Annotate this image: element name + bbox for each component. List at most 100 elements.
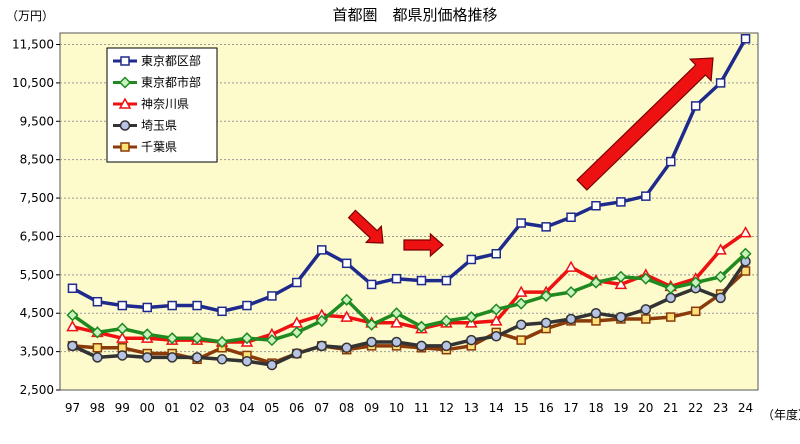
x-tick-label: 17: [563, 401, 578, 415]
x-tick-label: 15: [514, 401, 529, 415]
data-point: [639, 272, 652, 285]
data-point: [390, 307, 403, 320]
data-point: [740, 34, 751, 44]
data-point: [315, 314, 328, 327]
series-line: [72, 231, 747, 344]
right-arrow: [403, 232, 444, 258]
data-point: [689, 276, 702, 289]
data-point: [118, 76, 132, 89]
data-point: [142, 352, 153, 363]
data-point: [491, 248, 501, 259]
data-point: [66, 309, 79, 322]
data-point: [142, 302, 152, 313]
data-point: [340, 293, 353, 306]
up-arrow: [576, 57, 714, 191]
trend-arrows: [347, 57, 714, 258]
data-point: [67, 283, 78, 294]
data-point: [141, 328, 154, 341]
data-point: [240, 332, 254, 345]
data-point: [291, 348, 303, 359]
x-tick-label: 00: [140, 401, 155, 415]
data-point: [616, 197, 626, 207]
x-tick-label: 97: [65, 401, 80, 415]
data-point: [265, 334, 278, 347]
y-tick-label: 5,500: [20, 268, 54, 282]
data-point: [641, 191, 651, 201]
data-point: [119, 120, 131, 131]
data-point: [666, 156, 676, 167]
y-unit-label: （万円）: [6, 9, 54, 23]
data-point: [120, 56, 130, 66]
x-tick-label: 21: [663, 401, 678, 415]
data-point: [191, 352, 203, 363]
series-line: [71, 252, 747, 344]
data-point: [118, 97, 132, 109]
legend-label: 東京都市部: [141, 75, 201, 90]
y-tick-label: 2,500: [20, 383, 54, 397]
data-point: [714, 243, 727, 255]
data-point: [466, 254, 477, 265]
data-point: [541, 222, 551, 232]
data-point: [117, 350, 128, 361]
data-point: [466, 334, 477, 346]
data-point: [341, 258, 352, 269]
x-tick-label: 02: [189, 401, 204, 415]
series-4: [67, 256, 751, 371]
chart-title: 首都圏 都県別価格推移: [332, 6, 497, 24]
data-point: [241, 355, 253, 367]
legend-item: 千葉県: [113, 140, 177, 154]
data-point: [489, 314, 503, 326]
x-tick-label: 99: [115, 401, 130, 415]
x-tick-label: 13: [464, 401, 479, 415]
x-tick-label: 03: [214, 401, 229, 415]
down-arrow: [347, 209, 384, 244]
data-point: [715, 78, 726, 88]
x-tick-label: 14: [489, 401, 504, 415]
data-point: [589, 276, 603, 289]
data-point: [591, 200, 601, 211]
data-point: [340, 310, 353, 322]
data-point: [290, 326, 303, 339]
data-point: [91, 326, 104, 339]
data-point: [366, 279, 377, 290]
data-point: [217, 306, 227, 317]
data-point: [166, 332, 179, 345]
data-point: [215, 335, 229, 349]
data-point: [615, 311, 627, 323]
x-tick-label: 06: [289, 401, 304, 415]
x-tick-label: 24: [738, 401, 753, 415]
x-tick-label: 05: [264, 401, 279, 415]
data-point: [416, 340, 427, 352]
data-point: [640, 304, 652, 315]
data-point: [590, 307, 602, 319]
data-point: [516, 218, 526, 228]
data-point: [391, 273, 402, 284]
data-point: [614, 270, 627, 283]
data-point: [739, 247, 752, 260]
data-point: [391, 336, 402, 348]
x-tick-label: 98: [90, 401, 105, 415]
legend-item: 神奈川県: [113, 97, 189, 111]
x-tick-label: 10: [389, 401, 404, 415]
data-point: [116, 331, 129, 343]
y-tick-label: 9,500: [20, 114, 54, 128]
x-tick-label: 20: [638, 401, 653, 415]
data-point: [390, 316, 403, 328]
data-point: [714, 270, 727, 283]
x-tick-label: 12: [439, 401, 454, 415]
series-layer: [66, 34, 752, 371]
legend-item: 埼玉県: [113, 119, 177, 133]
series-line: [71, 260, 747, 367]
data-point: [266, 359, 278, 371]
data-point: [167, 300, 177, 311]
y-axis: 2,500 3,500 4,500 5,500 6,500 7,500 8,500 9,500…: [12, 38, 60, 397]
y-tick-label: 6,500: [20, 229, 54, 243]
data-point: [120, 142, 130, 152]
data-point: [116, 322, 129, 335]
data-point: [242, 300, 252, 311]
data-point: [564, 286, 578, 299]
series-line: [71, 37, 748, 314]
y-tick-label: 4,500: [20, 306, 54, 320]
